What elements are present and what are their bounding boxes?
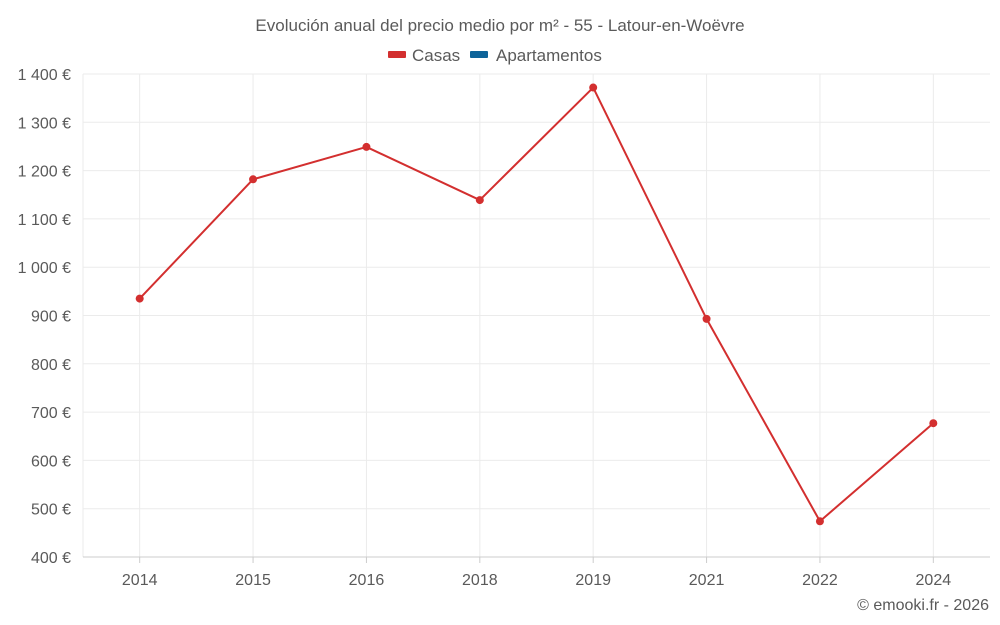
y-tick-label: 400 € [31, 550, 71, 567]
x-tick-label: 2022 [802, 572, 838, 589]
y-tick-label: 900 € [31, 309, 71, 326]
x-tick-label: 2018 [462, 572, 498, 589]
data-point-casas-2018[interactable] [475, 196, 484, 205]
series-line-casas [138, 86, 934, 523]
data-point-casas-2019[interactable] [589, 83, 598, 92]
y-tick-label: 800 € [31, 357, 71, 374]
x-tick-label: 2019 [575, 572, 611, 589]
chart-title: Evolución anual del precio medio por m² … [255, 16, 744, 35]
x-tick-label: 2016 [349, 572, 385, 589]
y-tick-label: 500 € [31, 502, 71, 519]
legend-item-casas[interactable]: Casas [388, 46, 460, 65]
data-point-casas-2016[interactable] [362, 142, 371, 151]
data-point-casas-2021[interactable] [702, 314, 711, 323]
credit-text: © emooki.fr - 2026 [857, 597, 989, 614]
x-tick-label: 2014 [122, 572, 158, 589]
y-tick-label: 1 000 € [18, 260, 71, 277]
legend: Casas Apartamentos [388, 46, 602, 65]
x-tick-label: 2024 [916, 572, 952, 589]
grid [83, 73, 990, 557]
y-tick-label: 700 € [31, 405, 71, 422]
legend-swatch-casas [388, 51, 406, 58]
legend-swatch-apartamentos [470, 51, 488, 58]
legend-label-apartamentos: Apartamentos [496, 46, 602, 65]
x-tick-label: 2015 [235, 572, 271, 589]
axes: 400 € 500 € 600 € 700 € 800 € 900 € 1 000 € 1 1… [18, 67, 990, 589]
y-tick-label: 1 300 € [18, 115, 71, 132]
series-casas [135, 83, 938, 526]
legend-item-apartamentos[interactable]: Apartamentos [470, 46, 602, 65]
data-point-casas-2022[interactable] [815, 517, 824, 526]
x-tick-label: 2021 [689, 572, 725, 589]
y-tick-label: 1 200 € [18, 164, 71, 181]
data-point-casas-2014[interactable] [135, 294, 144, 303]
data-point-casas-2015[interactable] [249, 175, 258, 184]
y-tick-label: 600 € [31, 453, 71, 470]
y-tick-label: 1 100 € [18, 212, 71, 229]
data-point-casas-2024[interactable] [929, 419, 938, 428]
y-tick-label: 1 400 € [18, 67, 71, 84]
legend-label-casas: Casas [412, 46, 460, 65]
